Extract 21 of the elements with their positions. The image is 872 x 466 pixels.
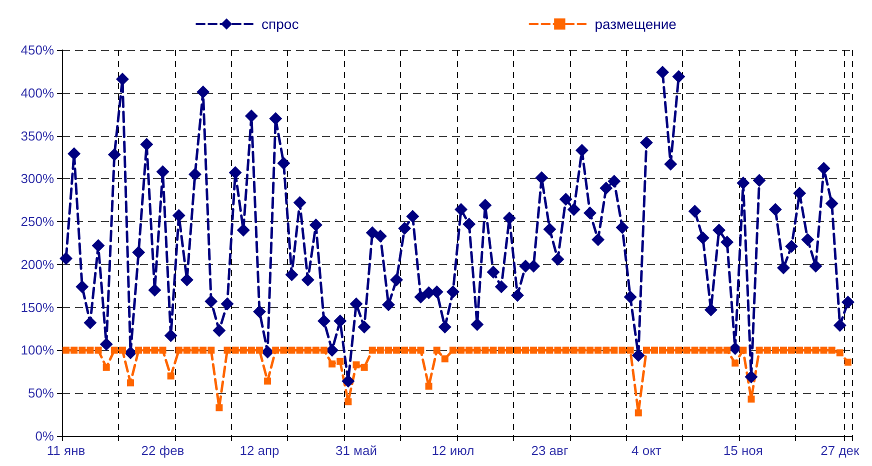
y-tick-label: 100% <box>20 342 54 358</box>
x-tick-label: 4 окт <box>632 443 662 458</box>
x-tick-label: 22 фев <box>141 443 184 458</box>
x-tick-label: 31 май <box>335 443 377 458</box>
y-tick-label: 0% <box>35 428 54 444</box>
y-tick-label: 250% <box>20 214 54 230</box>
y-tick-label: 300% <box>20 171 54 186</box>
x-tick-label: 23 авг <box>531 443 568 458</box>
legend-label: спрос <box>262 16 299 32</box>
y-tick-label: 50% <box>28 386 54 401</box>
y-tick-label: 450% <box>20 42 54 58</box>
y-tick-label: 400% <box>20 85 54 100</box>
x-tick-label: 11 янв <box>46 443 86 458</box>
x-tick-label: 12 июл <box>432 443 474 458</box>
y-tick-label: 150% <box>20 300 54 315</box>
x-tick-label: 15 ноя <box>723 443 763 458</box>
y-tick-label: 200% <box>20 256 54 272</box>
y-tick-label: 350% <box>20 128 54 144</box>
x-tick-label: 12 апр <box>240 443 280 458</box>
x-tick-label: 27 дек <box>820 443 860 458</box>
legend-label: размещение <box>594 16 677 32</box>
